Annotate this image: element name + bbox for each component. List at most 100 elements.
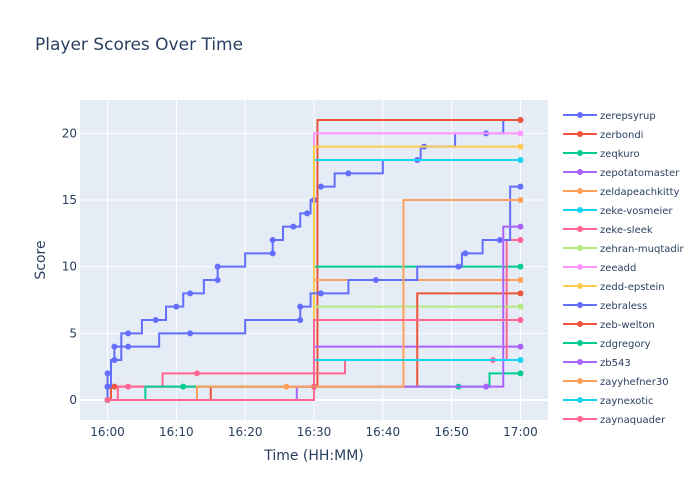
data-point — [173, 303, 180, 310]
legend-item[interactable]: zeeadd — [563, 263, 636, 274]
legend-label: zaynexotic — [600, 396, 654, 407]
data-point — [269, 237, 276, 243]
x-tick-label: 16:20 — [228, 425, 263, 439]
legend-label: zebraless — [600, 301, 647, 312]
legend-item[interactable]: zeb-welton — [563, 320, 655, 331]
legend-marker — [577, 321, 583, 327]
data-point — [104, 370, 111, 377]
data-point — [297, 317, 304, 323]
data-point — [187, 330, 194, 337]
series-line — [106, 185, 521, 400]
data-point — [317, 290, 324, 297]
data-point — [125, 343, 132, 350]
legend-label: zeke-sleek — [600, 225, 653, 236]
legend-marker — [577, 226, 583, 232]
data-point — [345, 170, 352, 177]
legend-items: zerepsyrup zerbondi zeqkuro zepotatomaster z… — [563, 111, 685, 426]
data-point — [483, 383, 490, 390]
legend-label: zepotatomaster — [600, 168, 680, 179]
legend-item[interactable]: zepotatomaster — [563, 168, 680, 179]
y-tick-label: 10 — [62, 260, 77, 274]
legend-item[interactable]: zaynaquader — [563, 415, 666, 426]
series-zaynaquader — [104, 317, 524, 403]
x-tick-label: 16:50 — [434, 425, 469, 439]
legend-label: zerbondi — [600, 130, 643, 141]
legend-label: zb543 — [600, 358, 631, 369]
x-tick-label: 16:00 — [90, 425, 125, 439]
legend-label: zayyhefner30 — [600, 377, 669, 388]
data-point — [517, 143, 524, 150]
legend-label: zeldapeachkitty — [600, 187, 680, 198]
data-point — [283, 383, 290, 390]
data-point — [517, 117, 524, 123]
data-point — [517, 317, 524, 323]
legend-marker — [577, 245, 583, 251]
data-point — [517, 290, 524, 297]
data-point — [517, 197, 524, 203]
y-axis-ticks: 0 5 10 15 20 — [62, 126, 77, 407]
series-zebraless — [104, 183, 524, 403]
data-point — [111, 343, 118, 350]
data-point — [125, 383, 132, 390]
data-point — [214, 263, 221, 270]
data-point — [496, 237, 503, 243]
x-tick-label: 17:00 — [503, 425, 538, 439]
legend-item[interactable]: zeke-vosmeier — [563, 206, 673, 217]
legend-item[interactable]: zerbondi — [563, 130, 643, 141]
chart-title: Player Scores Over Time — [35, 35, 243, 55]
data-point — [180, 383, 187, 390]
legend-marker — [577, 340, 583, 346]
legend-item[interactable]: zaynexotic — [563, 396, 654, 407]
legend-item[interactable]: zeldapeachkitty — [563, 187, 680, 198]
data-point — [517, 343, 524, 350]
data-point — [152, 317, 159, 323]
legend-item[interactable]: zeqkuro — [563, 149, 640, 160]
data-point — [462, 250, 469, 257]
x-axis-title: Time (HH:MM) — [263, 448, 364, 464]
data-point — [317, 183, 324, 190]
legend-marker — [577, 264, 583, 270]
x-tick-label: 16:10 — [159, 425, 194, 439]
y-tick-label: 0 — [69, 393, 77, 407]
data-point — [517, 370, 524, 377]
series-layer — [104, 117, 524, 403]
data-point — [111, 357, 118, 363]
legend-marker — [577, 416, 583, 422]
legend-label: zeb-welton — [600, 320, 655, 331]
x-tick-label: 16:30 — [297, 425, 332, 439]
legend-marker — [577, 131, 583, 137]
data-point — [304, 210, 311, 217]
data-point — [125, 330, 132, 337]
legend-label: zdgregory — [600, 339, 651, 350]
data-point — [214, 277, 221, 283]
data-point — [104, 397, 111, 403]
legend-label: zeeadd — [600, 263, 636, 274]
legend-item[interactable]: zeke-sleek — [563, 225, 653, 236]
data-point — [517, 357, 524, 363]
y-axis-title: Score — [33, 240, 49, 279]
legend-item[interactable]: zehran-muqtadir — [563, 244, 685, 255]
legend-label: zeke-vosmeier — [600, 206, 673, 217]
legend-item[interactable]: zebraless — [563, 301, 647, 312]
x-axis-ticks: 16:00 16:10 16:20 16:30 16:40 16:50 17:00 — [90, 425, 538, 439]
legend-marker — [577, 302, 583, 308]
legend-item[interactable]: zayyhefner30 — [563, 377, 669, 388]
legend-marker — [577, 283, 583, 289]
data-point — [517, 237, 524, 243]
legend-marker — [577, 150, 583, 156]
legend-item[interactable]: zerepsyrup — [563, 111, 656, 122]
legend-item[interactable]: zedd-epstein — [563, 282, 665, 293]
data-point — [111, 383, 118, 390]
legend-item[interactable]: zb543 — [563, 358, 631, 369]
data-point — [517, 277, 524, 283]
legend-label: zehran-muqtadir — [600, 244, 685, 255]
legend-marker — [577, 378, 583, 384]
data-point — [290, 223, 297, 230]
legend-item[interactable]: zdgregory — [563, 339, 651, 350]
y-tick-label: 15 — [62, 193, 77, 207]
legend-marker — [577, 112, 583, 118]
legend-marker — [577, 169, 583, 175]
data-point — [194, 370, 200, 377]
